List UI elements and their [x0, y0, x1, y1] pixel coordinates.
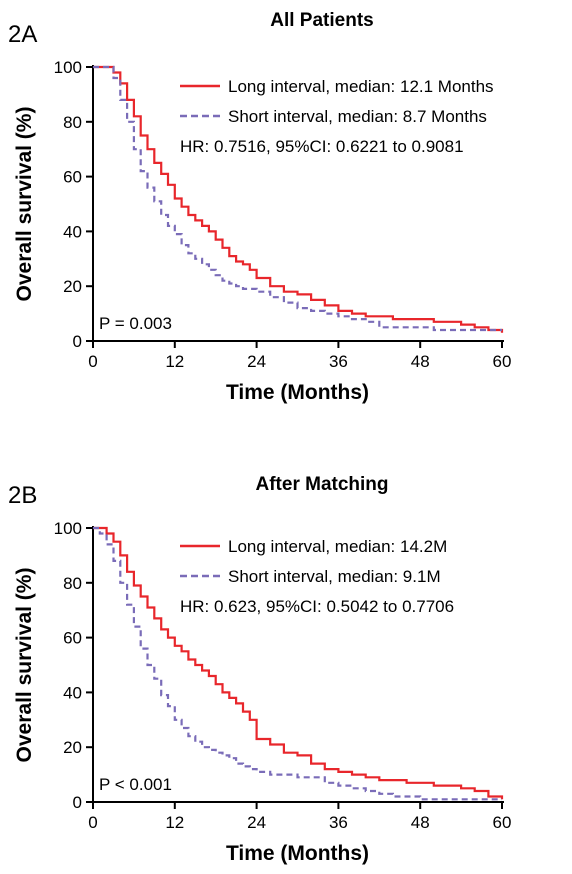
y-tick-label: 0: [73, 793, 82, 812]
x-tick-label: 48: [411, 813, 430, 832]
y-tick-label: 100: [54, 58, 82, 77]
legend-entry: Short interval, median: 8.7 Months: [228, 107, 487, 126]
series-long-interval-line: [93, 65, 504, 333]
chart-panel-2a: 2A All Patients 0 20 40 60 80 100 0 12 24 36 48 60 Tim…: [8, 10, 511, 404]
y-tick-label: 40: [63, 222, 82, 241]
x-tick-label: 60: [493, 352, 512, 371]
panel-label: 2A: [8, 21, 37, 48]
x-tick-label: 60: [493, 813, 512, 832]
y-tick-label: 20: [63, 277, 82, 296]
x-tick-label: 36: [329, 352, 348, 371]
x-axis-title: Time (Months): [226, 381, 369, 404]
y-tick-label: 60: [63, 629, 82, 648]
legend-entry: Long interval, median: 12.1 Months: [228, 77, 494, 96]
y-tick-label: 40: [63, 683, 82, 702]
y-axis-title: Overall survival (%): [13, 107, 36, 302]
legend-entry: Short interval, median: 9.1M: [228, 567, 441, 586]
legend-entry: Long interval, median: 14.2M: [228, 537, 447, 556]
x-tick-label: 24: [247, 352, 266, 371]
y-tick-label: 100: [54, 519, 82, 538]
chart-panel-2b: 2B After Matching 0 20 40 60 80 100 0 12 24 36 48 60 T…: [8, 474, 511, 865]
y-tick-label: 80: [63, 113, 82, 132]
hazard-ratio-annotation: HR: 0.623, 95%CI: 0.5042 to 0.7706: [180, 597, 454, 616]
x-tick-label: 24: [247, 813, 266, 832]
x-tick-label: 12: [165, 813, 184, 832]
p-value-annotation: P < 0.001: [99, 775, 172, 794]
panel-label: 2B: [8, 482, 37, 509]
x-tick-label: 48: [411, 352, 430, 371]
y-axis-title: Overall survival (%): [13, 568, 36, 763]
y-tick-label: 80: [63, 574, 82, 593]
series-long-interval-line: [93, 526, 504, 800]
y-tick-label: 60: [63, 168, 82, 187]
x-tick-label: 0: [88, 352, 97, 371]
x-axis-title: Time (Months): [226, 842, 369, 865]
y-tick-label: 20: [63, 738, 82, 757]
x-tick-label: 0: [88, 813, 97, 832]
chart-title: All Patients: [270, 10, 373, 31]
y-tick-label: 0: [73, 332, 82, 351]
x-tick-label: 12: [165, 352, 184, 371]
p-value-annotation: P = 0.003: [99, 314, 172, 333]
chart-title: After Matching: [256, 474, 389, 495]
x-tick-label: 36: [329, 813, 348, 832]
hazard-ratio-annotation: HR: 0.7516, 95%CI: 0.6221 to 0.9081: [180, 137, 464, 156]
series-short-interval-line: [93, 65, 502, 332]
series-short-interval-line: [93, 526, 502, 801]
